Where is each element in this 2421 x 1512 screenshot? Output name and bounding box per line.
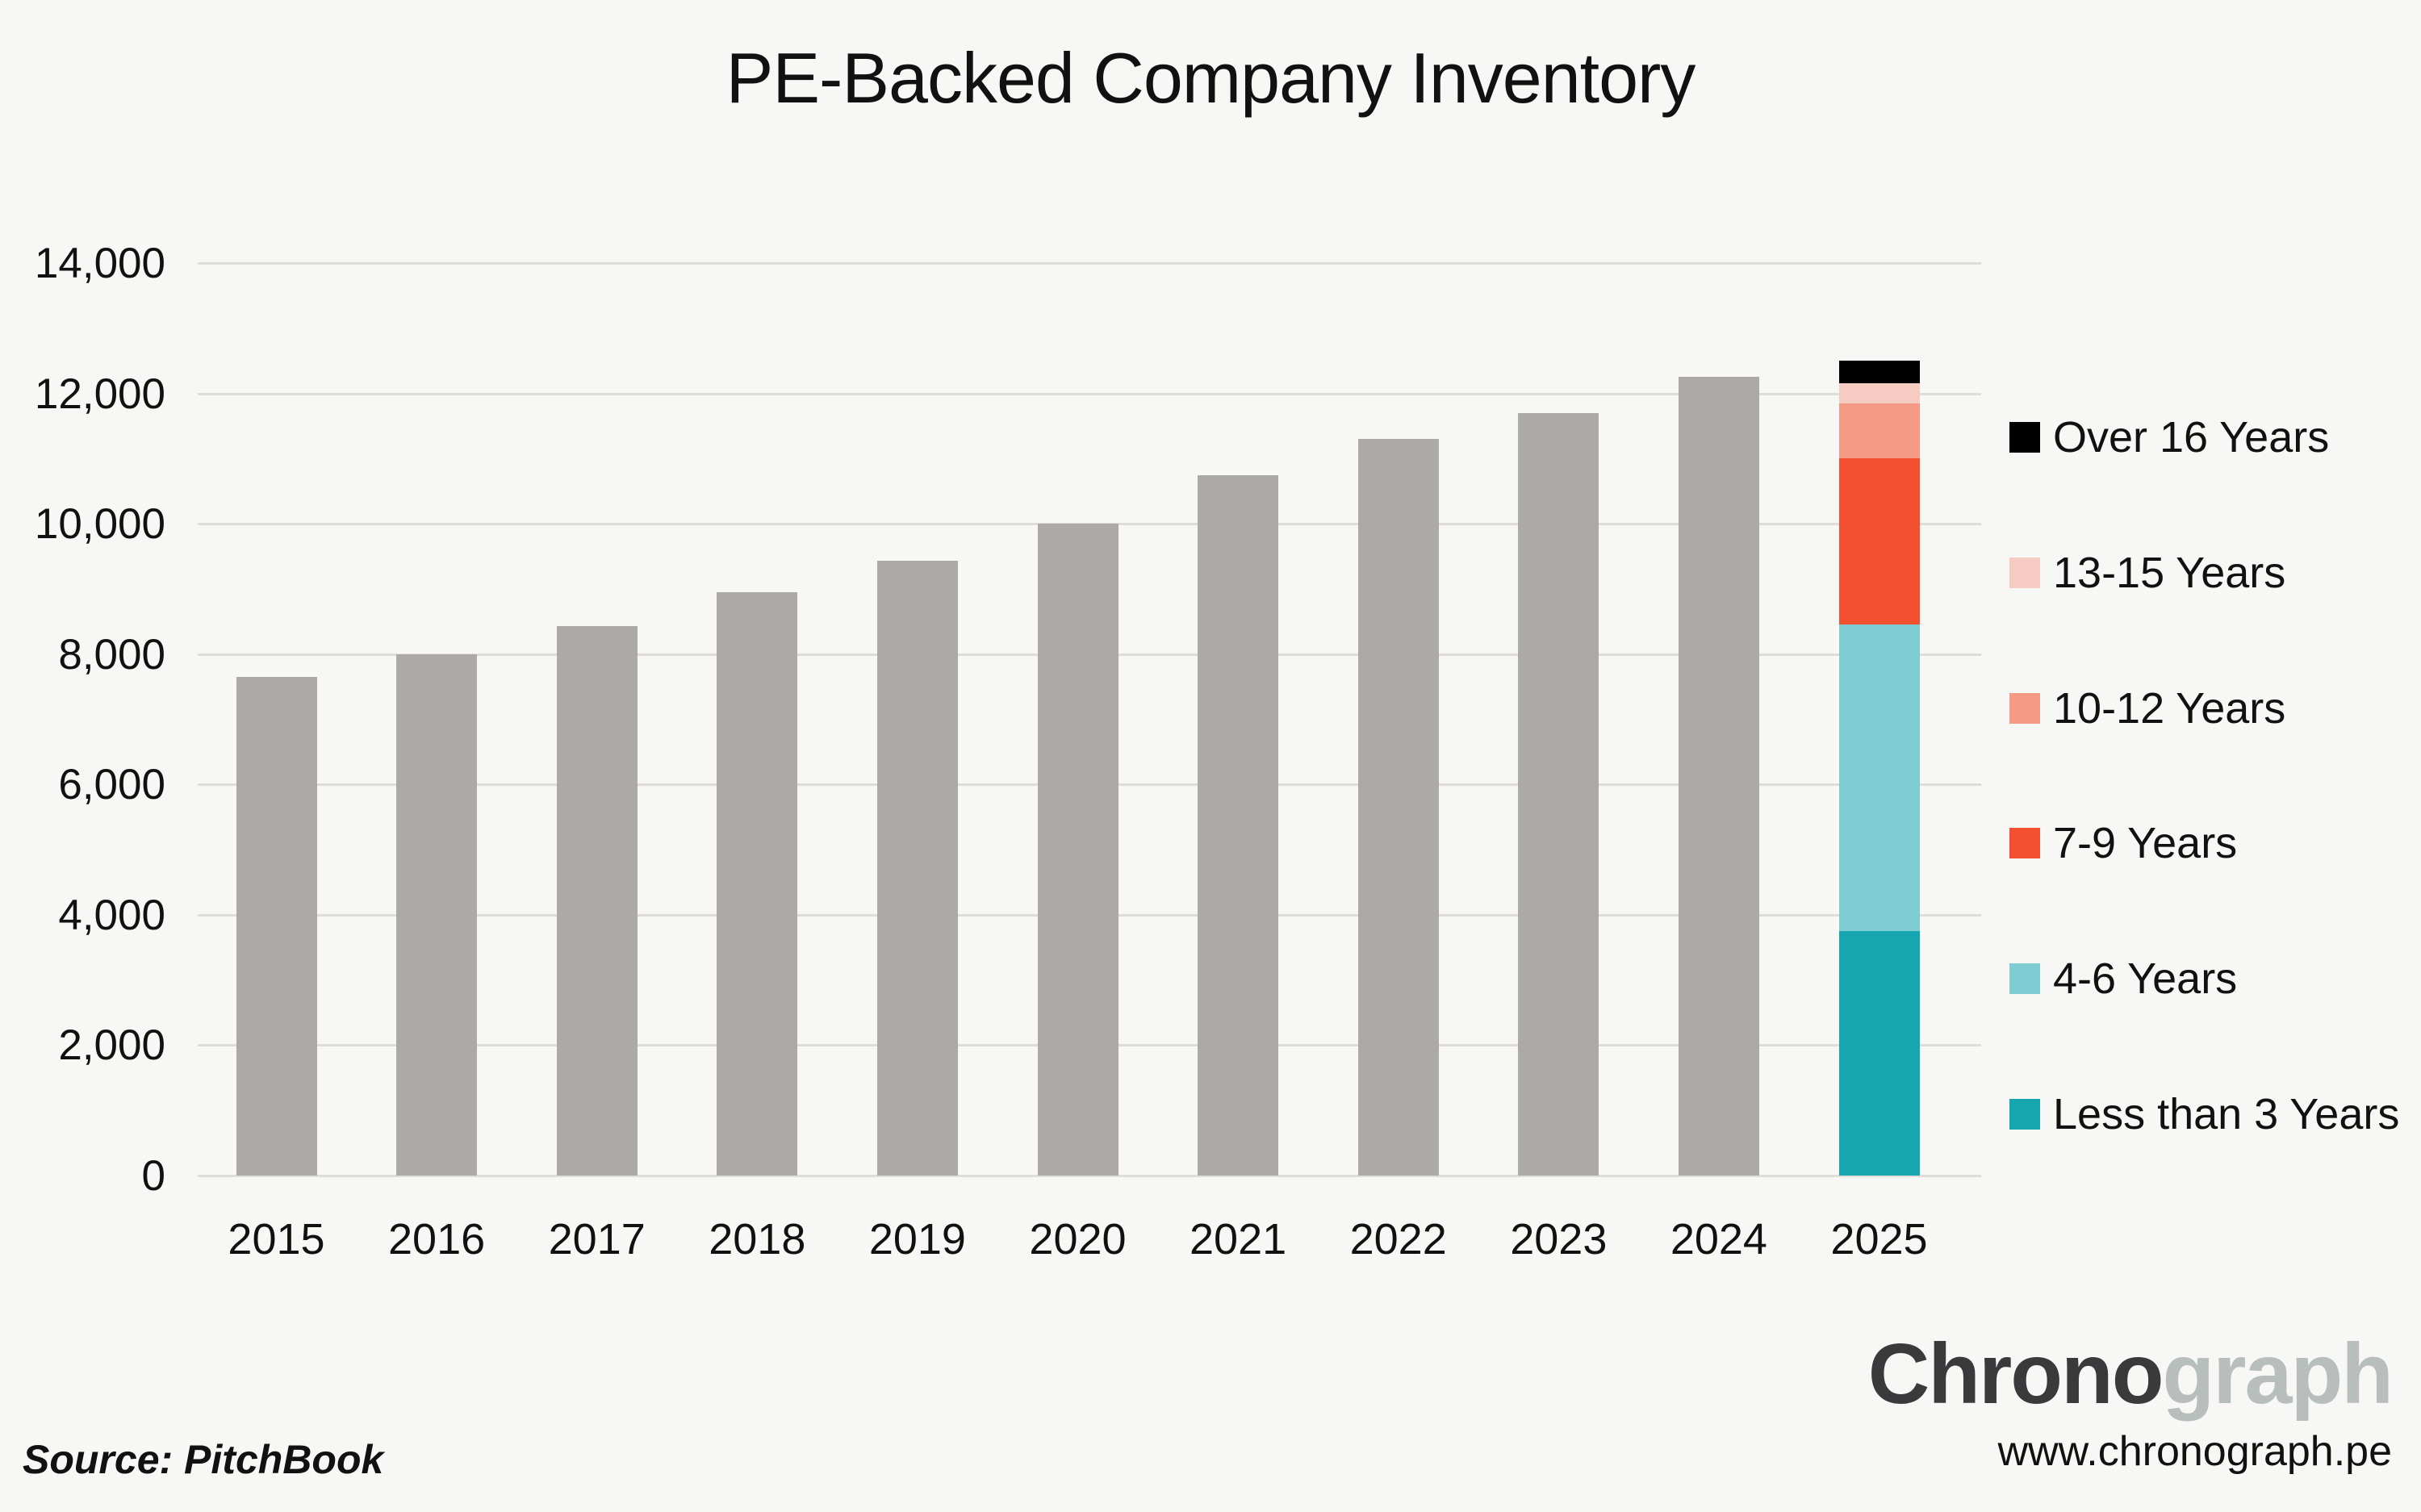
bar-2018 bbox=[717, 591, 798, 1176]
x-axis-label-2022: 2022 bbox=[1349, 1215, 1447, 1263]
bar-2020 bbox=[1037, 524, 1119, 1176]
y-axis-label-4000: 4,000 bbox=[58, 891, 165, 939]
x-axis-label-2016: 2016 bbox=[388, 1215, 486, 1263]
legend-swatch bbox=[2009, 963, 2040, 995]
bar-2019 bbox=[876, 561, 958, 1176]
x-axis-label-2020: 2020 bbox=[1029, 1215, 1127, 1263]
source-note: Source: PitchBook bbox=[23, 1437, 384, 1482]
legend-swatch bbox=[2009, 692, 2040, 724]
brand-website: www.chronograph.pe bbox=[1997, 1428, 2392, 1476]
y-axis-label-10000: 10,000 bbox=[34, 500, 165, 549]
legend-item-13-15-years: 13-15 Years bbox=[2009, 548, 2285, 598]
legend-label: 7-9 Years bbox=[2053, 819, 2238, 868]
y-axis-label-0: 0 bbox=[141, 1152, 165, 1200]
x-axis-label-2018: 2018 bbox=[709, 1215, 806, 1263]
x-axis-label-2024: 2024 bbox=[1670, 1215, 1767, 1263]
brand-logo-light: graph bbox=[2162, 1326, 2394, 1422]
legend-swatch bbox=[2009, 828, 2040, 859]
x-axis-label-2023: 2023 bbox=[1510, 1215, 1608, 1263]
gridline-14000 bbox=[198, 262, 1981, 265]
legend-item-over-16-years: Over 16 Years bbox=[2009, 412, 2329, 462]
legend-swatch bbox=[2009, 1099, 2040, 1130]
y-axis-label-12000: 12,000 bbox=[34, 370, 165, 418]
legend-label: Over 16 Years bbox=[2053, 413, 2330, 462]
bar-2025-segment-13-15-years bbox=[1838, 383, 1920, 403]
bar-2016 bbox=[396, 654, 478, 1176]
legend-swatch bbox=[2009, 557, 2040, 588]
brand-logo: Chronograph bbox=[1868, 1329, 2394, 1419]
x-axis-label-2025: 2025 bbox=[1830, 1215, 1928, 1263]
gridline-0 bbox=[198, 1175, 1981, 1177]
bar-2015 bbox=[236, 676, 317, 1176]
bar-2025-segment-10-12-years bbox=[1838, 403, 1920, 459]
legend-label: Less than 3 Years bbox=[2053, 1090, 2400, 1138]
bar-2025-segment-less-than-3-years bbox=[1838, 931, 1920, 1176]
bar-2025-segment-4-6-years bbox=[1838, 624, 1920, 932]
legend-swatch bbox=[2009, 422, 2040, 453]
legend-label: 4-6 Years bbox=[2053, 954, 2238, 1004]
y-axis-label-6000: 6,000 bbox=[58, 761, 165, 809]
legend-item-less-than-3-years: Less than 3 Years bbox=[2009, 1089, 2399, 1139]
x-axis-label-2015: 2015 bbox=[228, 1215, 325, 1263]
bar-2023 bbox=[1518, 412, 1599, 1176]
x-axis-label-2021: 2021 bbox=[1190, 1215, 1287, 1263]
x-axis-label-2019: 2019 bbox=[868, 1215, 966, 1263]
brand-block: Chronograph www.chronograph.pe bbox=[1868, 1329, 2394, 1476]
legend-label: 10-12 Years bbox=[2053, 683, 2286, 733]
y-axis-label-14000: 14,000 bbox=[34, 240, 165, 287]
brand-logo-bold: Chrono bbox=[1867, 1326, 2164, 1422]
legend-label: 13-15 Years bbox=[2053, 548, 2286, 597]
x-axis-label-2017: 2017 bbox=[548, 1215, 646, 1263]
legend-item-4-6-years: 4-6 Years bbox=[2009, 954, 2237, 1004]
legend-item-7-9-years: 7-9 Years bbox=[2009, 818, 2237, 868]
bar-2017 bbox=[556, 625, 638, 1176]
page-title: PE-Backed Company Inventory bbox=[725, 38, 1696, 118]
gridline-12000 bbox=[198, 392, 1981, 395]
bar-2025-segment-over-16-years bbox=[1838, 361, 1920, 384]
bar-2021 bbox=[1198, 474, 1279, 1176]
bar-2024 bbox=[1678, 377, 1759, 1176]
y-axis-label-2000: 2,000 bbox=[58, 1021, 165, 1070]
legend-item-10-12-years: 10-12 Years bbox=[2009, 683, 2285, 733]
y-axis-label-8000: 8,000 bbox=[58, 630, 165, 679]
bar-2022 bbox=[1357, 439, 1439, 1176]
bar-2025-segment-7-9-years bbox=[1838, 458, 1920, 625]
